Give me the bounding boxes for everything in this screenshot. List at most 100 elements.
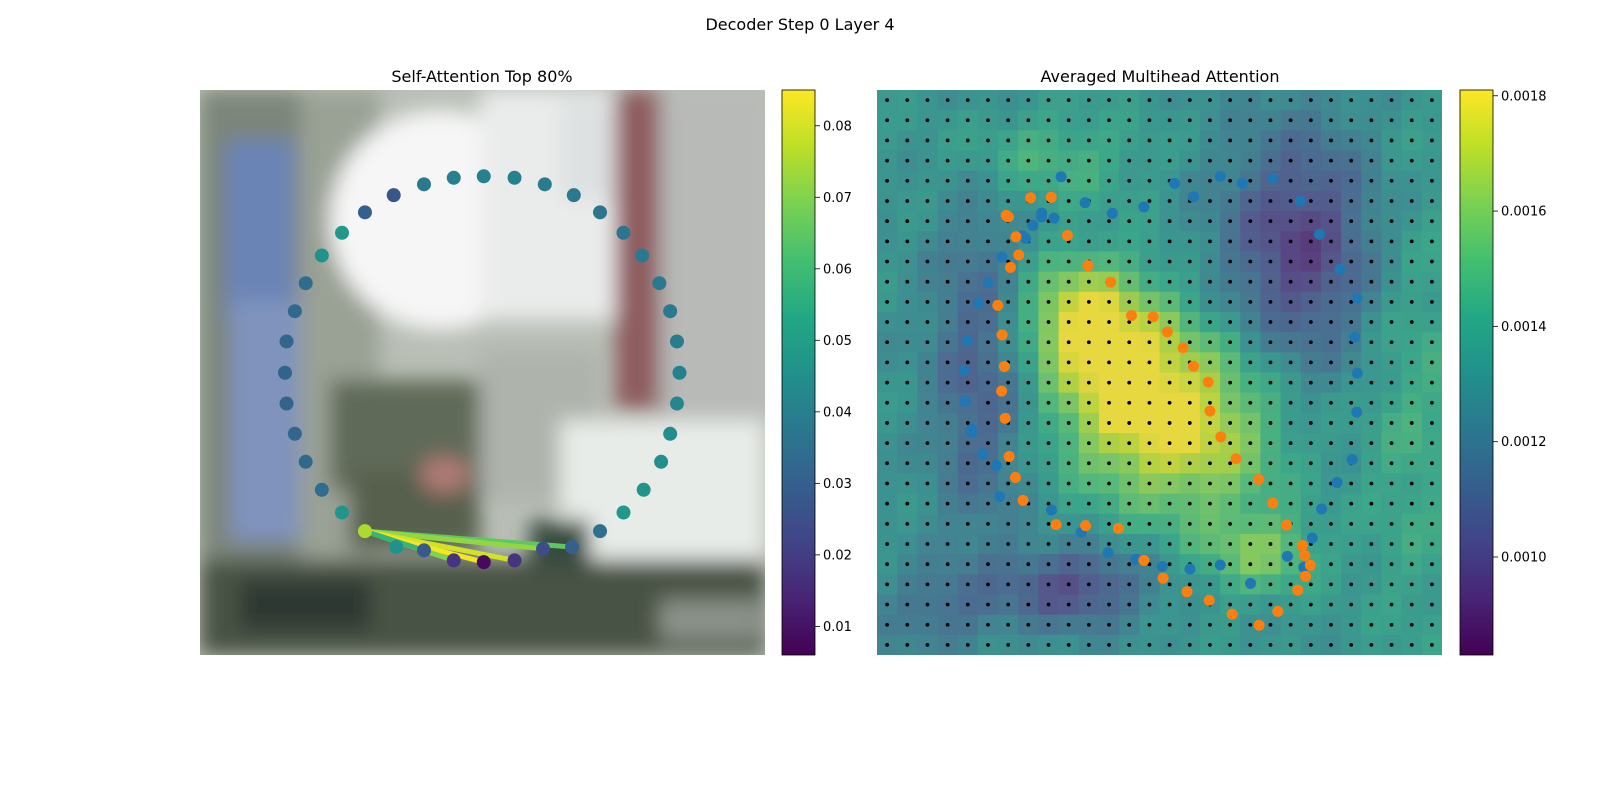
grid-dot <box>1349 400 1354 405</box>
grid-dot <box>1107 501 1111 506</box>
grid-dot <box>1208 178 1212 183</box>
grid-dot <box>1167 219 1172 224</box>
grid-dot <box>885 219 889 224</box>
grid-dot <box>1127 199 1132 203</box>
contour-point <box>357 205 372 220</box>
grid-dot <box>885 279 889 284</box>
grid-dot <box>905 299 910 304</box>
grid-dot <box>1430 521 1434 526</box>
grid-dot <box>1167 643 1172 647</box>
grid-dot <box>1147 421 1152 425</box>
grid-dot <box>1369 622 1374 627</box>
orange-point <box>1253 619 1265 631</box>
grid-dot <box>1167 98 1172 102</box>
grid-dot <box>1107 360 1111 365</box>
grid-dot <box>1389 158 1394 163</box>
grid-dot <box>1127 158 1132 163</box>
grid-dot <box>1086 643 1091 647</box>
grid-dot <box>1248 299 1253 304</box>
orange-point <box>1045 191 1057 203</box>
grid-dot <box>986 602 990 607</box>
grid-dot <box>1409 421 1414 425</box>
grid-dot <box>1248 521 1253 526</box>
grid-dot <box>1006 279 1011 284</box>
grid-dot <box>1349 481 1354 486</box>
grid-dot <box>1066 380 1071 385</box>
grid-dot <box>1107 643 1111 647</box>
orange-point <box>998 360 1010 372</box>
grid-dot <box>1430 542 1434 546</box>
grid-dot <box>1208 582 1212 587</box>
grid-dot <box>1430 562 1434 567</box>
grid-dot <box>1046 582 1051 587</box>
grid-dot <box>1046 320 1051 324</box>
grid-dot <box>1349 299 1354 304</box>
grid-dot <box>1006 441 1011 446</box>
grid-dot <box>1308 602 1313 607</box>
contour-point <box>636 482 651 497</box>
grid-dot <box>1308 138 1313 143</box>
grid-dot <box>1208 542 1212 546</box>
grid-dot <box>1248 340 1253 345</box>
grid-dot <box>945 400 950 405</box>
grid-dot <box>905 421 910 425</box>
grid-dot <box>965 199 970 203</box>
grid-dot <box>1107 521 1111 526</box>
grid-dot <box>1066 178 1071 183</box>
grid-dot <box>1066 118 1071 123</box>
grid-dot <box>1248 259 1253 264</box>
grid-dot <box>965 98 970 102</box>
contour-point <box>386 188 401 203</box>
grid-dot <box>945 562 950 567</box>
grid-dot <box>1228 340 1233 345</box>
grid-dot <box>1349 521 1354 526</box>
grid-dot <box>1187 299 1192 304</box>
grid-dot <box>1288 461 1293 466</box>
blue-point <box>1048 212 1060 224</box>
grid-dot <box>1066 643 1071 647</box>
grid-dot <box>1228 360 1233 365</box>
grid-dot <box>1349 441 1354 446</box>
grid-dot <box>1389 380 1394 385</box>
grid-dot <box>1208 259 1212 264</box>
orange-point <box>1126 309 1138 321</box>
grid-dot <box>1228 421 1233 425</box>
grid-dot <box>885 360 889 365</box>
grid-dot <box>1026 320 1031 324</box>
grid-dot <box>986 199 990 203</box>
grid-dot <box>1006 602 1011 607</box>
grid-dot <box>885 400 889 405</box>
contour-point <box>476 169 491 184</box>
grid-dot <box>1430 400 1434 405</box>
blue-point <box>1188 191 1200 203</box>
grid-dot <box>925 138 930 143</box>
self-attention-title: Self-Attention Top 80% <box>391 67 572 86</box>
blue-point <box>1079 197 1091 209</box>
blue-point <box>1020 232 1032 244</box>
grid-dot <box>1409 643 1414 647</box>
contour-point <box>565 540 580 555</box>
grid-dot <box>1127 259 1132 264</box>
grid-dot <box>1026 98 1031 102</box>
grid-dot <box>925 239 930 244</box>
grid-dot <box>1046 138 1051 143</box>
grid-dot <box>925 582 930 587</box>
grid-dot <box>1288 259 1293 264</box>
grid-dot <box>925 562 930 567</box>
contour-point <box>669 396 684 411</box>
grid-dot <box>965 138 970 143</box>
grid-dot <box>885 340 889 345</box>
grid-dot <box>885 380 889 385</box>
grid-dot <box>1430 239 1434 244</box>
grid-dot <box>1389 441 1394 446</box>
grid-dot <box>1308 158 1313 163</box>
grid-dot <box>1147 199 1152 203</box>
grid-dot <box>1006 118 1011 123</box>
grid-dot <box>1369 521 1374 526</box>
grid-dot <box>1046 239 1051 244</box>
grid-dot <box>925 622 930 627</box>
grid-dot <box>1026 259 1031 264</box>
grid-dot <box>986 259 990 264</box>
contour-point <box>389 540 404 555</box>
grid-dot <box>1349 622 1354 627</box>
